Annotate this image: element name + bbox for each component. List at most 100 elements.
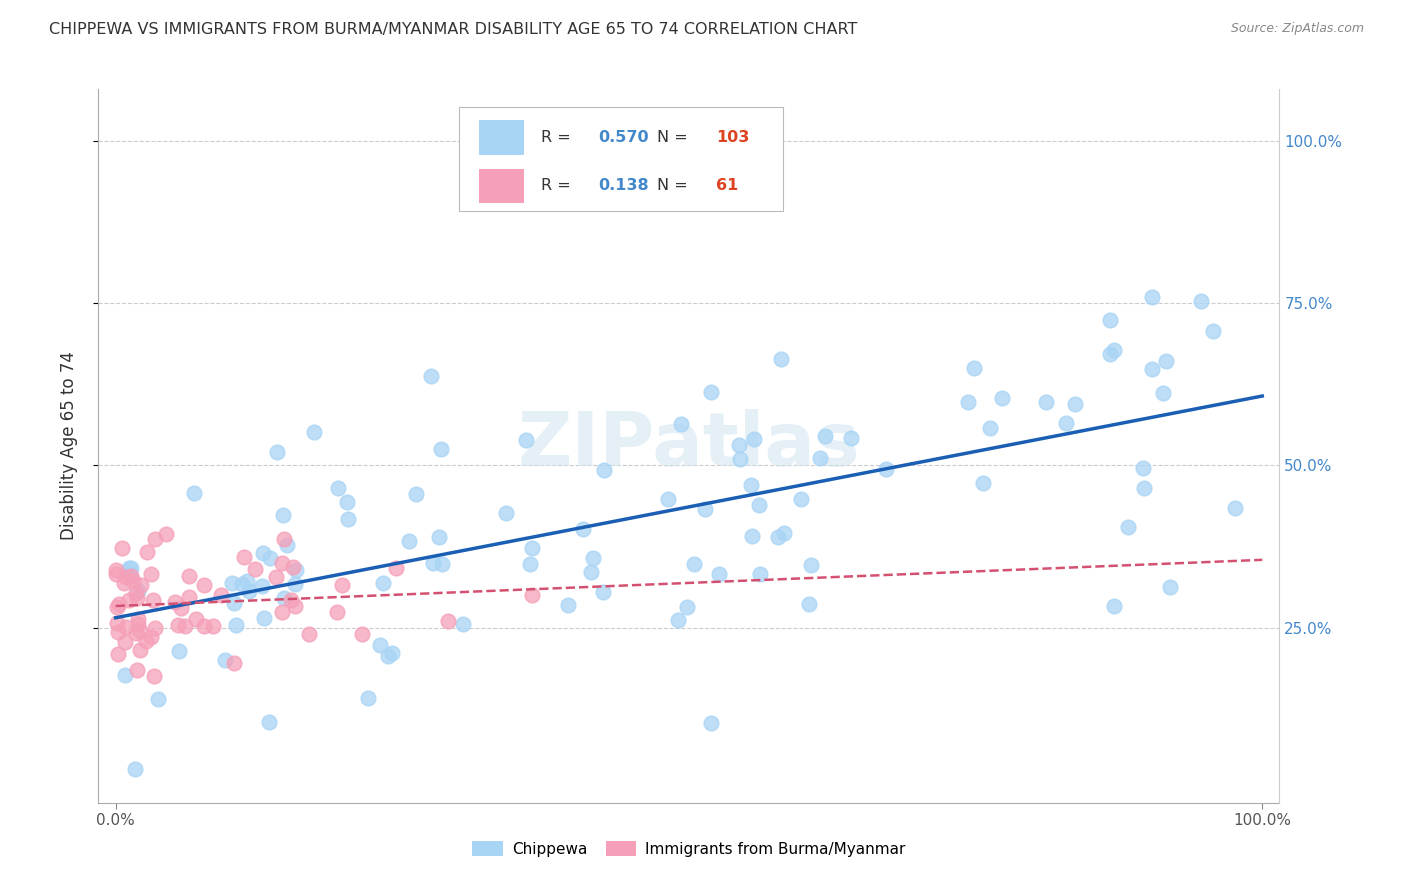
Point (124, 763, 146, 777)
Point (740, 478, 762, 492)
Point (1132, 481, 1154, 495)
Point (991, 391, 1014, 405)
Point (1152, 385, 1174, 400)
Point (165, 595, 187, 609)
FancyBboxPatch shape (458, 107, 783, 211)
Point (222, 656, 245, 670)
Point (170, 601, 193, 615)
Point (125, 591, 148, 605)
Point (122, 574, 145, 588)
Point (1189, 293, 1212, 308)
Point (700, 715, 723, 730)
Point (193, 577, 215, 591)
Point (221, 576, 243, 591)
Point (252, 611, 274, 625)
Text: R =: R = (541, 178, 576, 194)
Point (107, 624, 129, 639)
Point (741, 529, 763, 543)
Point (131, 578, 153, 592)
Point (202, 619, 225, 633)
Text: Source: ZipAtlas.com: Source: ZipAtlas.com (1230, 22, 1364, 36)
Point (238, 584, 260, 599)
Point (808, 451, 831, 466)
Point (790, 491, 813, 506)
Point (748, 498, 770, 512)
Point (1054, 416, 1077, 430)
Point (381, 646, 404, 660)
Point (770, 352, 793, 367)
Point (231, 576, 253, 591)
Point (557, 598, 579, 612)
Point (280, 592, 302, 607)
Point (385, 561, 408, 575)
Point (398, 533, 420, 548)
Point (127, 612, 149, 626)
Point (427, 531, 450, 545)
Bar (478, 169, 523, 202)
Point (183, 485, 205, 500)
Point (167, 617, 190, 632)
Point (141, 567, 163, 582)
Point (273, 508, 295, 523)
Point (136, 545, 159, 559)
Point (571, 522, 593, 536)
Point (266, 445, 288, 459)
Point (522, 588, 544, 602)
Point (800, 558, 823, 572)
Point (252, 579, 274, 593)
Point (326, 481, 349, 495)
Point (1202, 324, 1225, 338)
Point (683, 557, 706, 571)
Point (963, 361, 986, 376)
Point (225, 618, 247, 632)
Point (129, 642, 152, 657)
Point (1035, 395, 1057, 409)
Point (437, 614, 460, 628)
Point (146, 691, 169, 706)
Point (114, 570, 136, 584)
Point (224, 596, 246, 610)
Point (337, 512, 360, 526)
Point (117, 592, 139, 607)
Point (695, 502, 717, 516)
Legend: Chippewa, Immigrants from Burma/Myanmar: Chippewa, Immigrants from Burma/Myanmar (465, 835, 912, 863)
Point (264, 570, 287, 584)
Point (699, 385, 721, 400)
Point (105, 566, 128, 581)
Point (593, 463, 616, 477)
Point (243, 562, 266, 576)
Point (956, 394, 979, 409)
Point (125, 585, 148, 599)
Point (728, 452, 751, 467)
Point (302, 425, 325, 439)
Point (582, 550, 605, 565)
Point (1140, 290, 1163, 304)
Point (107, 616, 129, 631)
Point (1159, 580, 1181, 594)
Point (155, 527, 177, 541)
Point (422, 556, 444, 570)
Text: 0.138: 0.138 (598, 178, 648, 194)
Point (120, 561, 142, 575)
Point (174, 619, 197, 633)
Point (129, 624, 152, 639)
Point (273, 532, 295, 546)
Point (236, 574, 259, 589)
Text: ZIPatlas: ZIPatlas (517, 409, 860, 483)
Point (1098, 347, 1121, 361)
Point (430, 558, 453, 572)
Point (209, 588, 232, 602)
Point (259, 714, 281, 729)
Text: R =: R = (541, 130, 576, 145)
Point (1099, 312, 1122, 326)
Text: 61: 61 (716, 178, 738, 194)
Point (107, 600, 129, 615)
Text: 103: 103 (716, 130, 749, 145)
Point (451, 617, 474, 632)
Point (357, 691, 380, 706)
Point (127, 663, 149, 677)
Point (214, 653, 236, 667)
Point (972, 476, 994, 491)
Point (1064, 397, 1087, 411)
Point (177, 569, 200, 583)
